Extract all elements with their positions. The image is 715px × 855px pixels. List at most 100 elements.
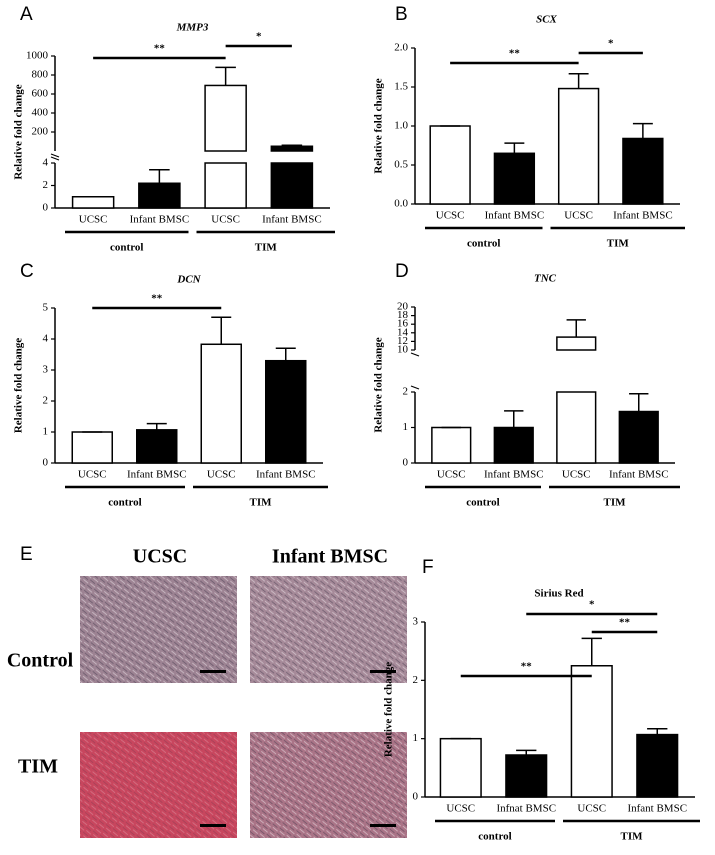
y-tick-label: 2	[403, 386, 409, 398]
x-tick-label: Infant BMSC	[609, 469, 669, 481]
micrograph	[250, 576, 407, 683]
bar	[557, 87, 600, 205]
significance-label: **	[619, 617, 631, 629]
y-tick-label: 600	[32, 88, 49, 100]
bar	[204, 84, 247, 152]
bar	[439, 737, 482, 798]
x-tick-label: UCSC	[207, 469, 236, 481]
micrograph	[250, 732, 407, 838]
y-tick-label: 4	[43, 333, 49, 345]
x-tick-label: UCSC	[577, 803, 606, 815]
group-label: control	[478, 831, 511, 843]
group-label: control	[466, 497, 499, 509]
y-tick-label: 20	[397, 301, 409, 313]
group-label: control	[108, 497, 141, 509]
x-tick-label: UCSC	[78, 469, 107, 481]
significance-label: **	[151, 293, 163, 305]
panel-letter: D	[395, 261, 409, 282]
panel-letter: F	[422, 557, 434, 578]
bar	[71, 431, 113, 464]
x-tick-label: UCSC	[564, 210, 593, 222]
significance-label: **	[154, 43, 166, 55]
x-tick-label: UCSC	[446, 803, 475, 815]
y-tick-label: 0	[43, 202, 49, 214]
axis-break	[50, 153, 60, 158]
y-tick-label: 1.0	[394, 120, 408, 132]
x-tick-label: Infant BMSC	[262, 214, 322, 226]
bar	[493, 426, 534, 464]
bar	[493, 152, 536, 205]
significance-label: **	[521, 661, 533, 673]
group-label: control	[467, 238, 500, 250]
x-tick-label: Infant BMSC	[256, 469, 316, 481]
y-axis-label: Relative fold change	[373, 78, 385, 173]
y-tick-label: 1	[43, 426, 49, 438]
panel-letter: B	[395, 4, 408, 25]
chart-title: DCN	[176, 274, 201, 286]
panel-letter: E	[20, 544, 33, 565]
group-label: TIM	[621, 831, 644, 843]
panel-letter: A	[20, 4, 33, 25]
bar	[136, 429, 178, 464]
x-tick-label: UCSC	[437, 469, 466, 481]
y-tick-label: 1	[403, 421, 409, 433]
bar	[636, 733, 679, 798]
x-tick-label: Infant BMSC	[613, 210, 673, 222]
significance-label: *	[256, 31, 262, 43]
y-tick-label: 2	[413, 674, 419, 686]
y-axis-label: Relative fold change	[13, 84, 25, 179]
x-tick-label: Infant BMSC	[627, 803, 687, 815]
row-label: TIM	[18, 756, 58, 778]
column-label: Infant BMSC	[272, 546, 388, 568]
y-tick-label: 2	[43, 179, 49, 191]
significance-label: *	[589, 599, 595, 611]
bar	[556, 391, 597, 464]
significance-label: *	[608, 38, 614, 50]
y-tick-label: 400	[32, 107, 49, 119]
bar	[200, 343, 242, 464]
x-tick-label: Infant BMSC	[485, 210, 545, 222]
x-tick-label: Infant BMSC	[130, 214, 190, 226]
chart-title: TNC	[534, 273, 557, 285]
group-label: TIM	[250, 497, 273, 509]
significance-label: **	[509, 48, 521, 60]
micrograph	[80, 576, 237, 683]
y-tick-label: 16	[397, 318, 409, 330]
y-tick-label: 12	[397, 335, 408, 347]
y-tick-label: 18	[397, 309, 409, 321]
group-label: control	[110, 242, 143, 254]
bar	[556, 336, 597, 351]
bar	[431, 426, 472, 464]
y-tick-label: 14	[397, 326, 409, 338]
row-label: Control	[7, 650, 74, 672]
bar	[270, 162, 314, 209]
y-tick-label: 5	[43, 302, 49, 314]
bar	[618, 410, 659, 464]
y-tick-label: 0.0	[394, 198, 408, 210]
panel-letter: C	[20, 261, 34, 282]
bar	[429, 125, 471, 205]
y-tick-label: 2	[43, 395, 49, 407]
y-tick-label: 0	[413, 791, 419, 803]
y-tick-label: 1.5	[394, 81, 408, 93]
y-tick-label: 800	[32, 69, 49, 81]
y-axis-label: Relative fold change	[13, 338, 25, 433]
axis-break	[410, 352, 420, 357]
bar	[71, 196, 115, 209]
column-label: UCSC	[133, 546, 187, 568]
bar	[265, 359, 307, 464]
bar	[505, 754, 548, 798]
y-tick-label: 2.0	[394, 42, 408, 54]
y-tick-label: 3	[43, 364, 49, 376]
y-tick-label: 0	[403, 457, 409, 469]
y-tick-label: 1	[413, 732, 419, 744]
y-tick-label: 4	[43, 157, 49, 169]
y-axis-label: Relative fold change	[373, 337, 385, 432]
chart-title: SCX	[536, 14, 557, 26]
bar	[204, 162, 247, 209]
bar	[270, 145, 314, 152]
bar	[570, 665, 613, 798]
y-tick-label: 10	[397, 344, 409, 356]
x-tick-label: Infnat BMSC	[496, 803, 556, 815]
